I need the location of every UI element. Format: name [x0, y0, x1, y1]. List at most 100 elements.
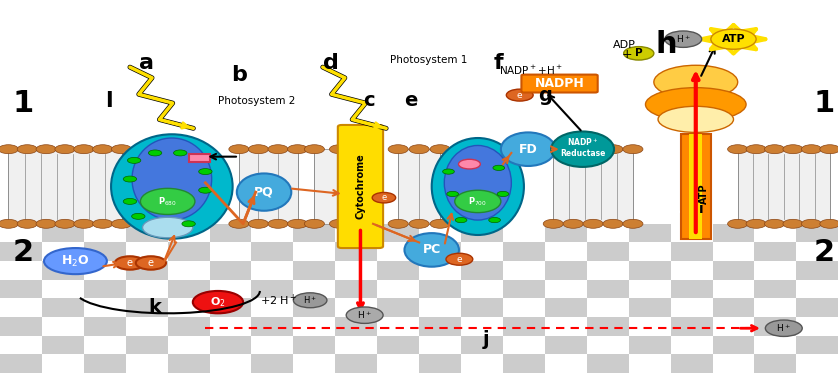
Bar [335, 224, 377, 242]
Bar [587, 336, 628, 354]
Text: P$_{680}$: P$_{680}$ [158, 195, 177, 208]
Bar [42, 336, 84, 354]
Circle shape [115, 256, 145, 270]
Circle shape [74, 219, 94, 228]
Bar [335, 354, 377, 373]
Bar [293, 298, 335, 317]
Circle shape [92, 145, 113, 154]
Text: ATP: ATP [722, 34, 745, 44]
Text: H$_2$O: H$_2$O [61, 254, 90, 269]
Text: e: e [148, 258, 154, 268]
Bar [754, 298, 796, 317]
Circle shape [112, 145, 132, 154]
Bar [587, 242, 628, 261]
Bar [419, 336, 461, 354]
Text: c: c [363, 91, 375, 110]
Text: i: i [700, 202, 704, 216]
Bar [168, 261, 209, 280]
Bar [126, 242, 168, 261]
Bar [314, 149, 339, 224]
Ellipse shape [432, 138, 524, 235]
Text: P$_{700}$: P$_{700}$ [469, 195, 487, 208]
Circle shape [664, 31, 701, 47]
Text: l: l [105, 91, 113, 111]
Bar [209, 242, 251, 261]
Bar [251, 354, 293, 373]
Circle shape [55, 145, 75, 154]
Bar [503, 280, 545, 298]
Bar [168, 280, 209, 298]
Bar [335, 280, 377, 298]
Circle shape [17, 145, 37, 154]
Text: 2: 2 [813, 238, 834, 267]
Ellipse shape [44, 248, 107, 274]
Bar [712, 336, 754, 354]
Text: a: a [139, 53, 155, 73]
Bar [209, 298, 251, 317]
Ellipse shape [645, 88, 746, 121]
Bar [712, 298, 754, 317]
Text: H$^+$: H$^+$ [357, 309, 372, 321]
Bar [377, 280, 419, 298]
Bar [712, 261, 754, 280]
Circle shape [149, 150, 162, 156]
Circle shape [497, 191, 509, 197]
Bar [738, 149, 830, 224]
Bar [587, 354, 628, 373]
Text: P: P [635, 48, 643, 58]
Circle shape [820, 219, 840, 228]
Text: NADP$^+$
Reductase: NADP$^+$ Reductase [560, 136, 606, 159]
Bar [503, 336, 545, 354]
Bar [126, 224, 168, 242]
Text: FD: FD [519, 143, 538, 156]
Bar [754, 224, 796, 242]
Bar [398, 149, 440, 224]
Bar [42, 317, 84, 336]
Bar [670, 336, 712, 354]
Bar [293, 261, 335, 280]
Text: j: j [483, 330, 490, 349]
Bar [377, 354, 419, 373]
Circle shape [622, 219, 643, 228]
Bar [419, 224, 461, 242]
Circle shape [563, 219, 583, 228]
Text: NADP$^+$+H$^+$: NADP$^+$+H$^+$ [499, 64, 563, 78]
Bar [554, 149, 633, 224]
Bar [209, 336, 251, 354]
Circle shape [783, 145, 803, 154]
Ellipse shape [658, 106, 733, 132]
Bar [42, 224, 84, 242]
FancyBboxPatch shape [522, 75, 598, 93]
Bar [335, 336, 377, 354]
Bar [461, 336, 503, 354]
Bar [754, 354, 796, 373]
Bar [796, 224, 838, 242]
Text: 1: 1 [13, 89, 34, 118]
Circle shape [623, 47, 654, 60]
Circle shape [455, 217, 467, 223]
Bar [628, 261, 670, 280]
Circle shape [446, 253, 473, 265]
Circle shape [493, 165, 505, 170]
Bar [461, 317, 503, 336]
Bar [545, 280, 587, 298]
Bar [754, 280, 796, 298]
Bar [754, 242, 796, 261]
Bar [126, 317, 168, 336]
Bar [84, 242, 126, 261]
Bar [503, 317, 545, 336]
Bar [251, 298, 293, 317]
Bar [84, 280, 126, 298]
Circle shape [727, 145, 748, 154]
Circle shape [92, 219, 113, 228]
Bar [209, 280, 251, 298]
FancyBboxPatch shape [338, 125, 383, 248]
Text: e: e [381, 193, 386, 202]
Text: 2: 2 [13, 238, 34, 267]
Bar [251, 336, 293, 354]
Circle shape [388, 145, 408, 154]
Circle shape [228, 145, 249, 154]
Bar [168, 242, 209, 261]
Circle shape [128, 157, 141, 163]
Bar [628, 336, 670, 354]
